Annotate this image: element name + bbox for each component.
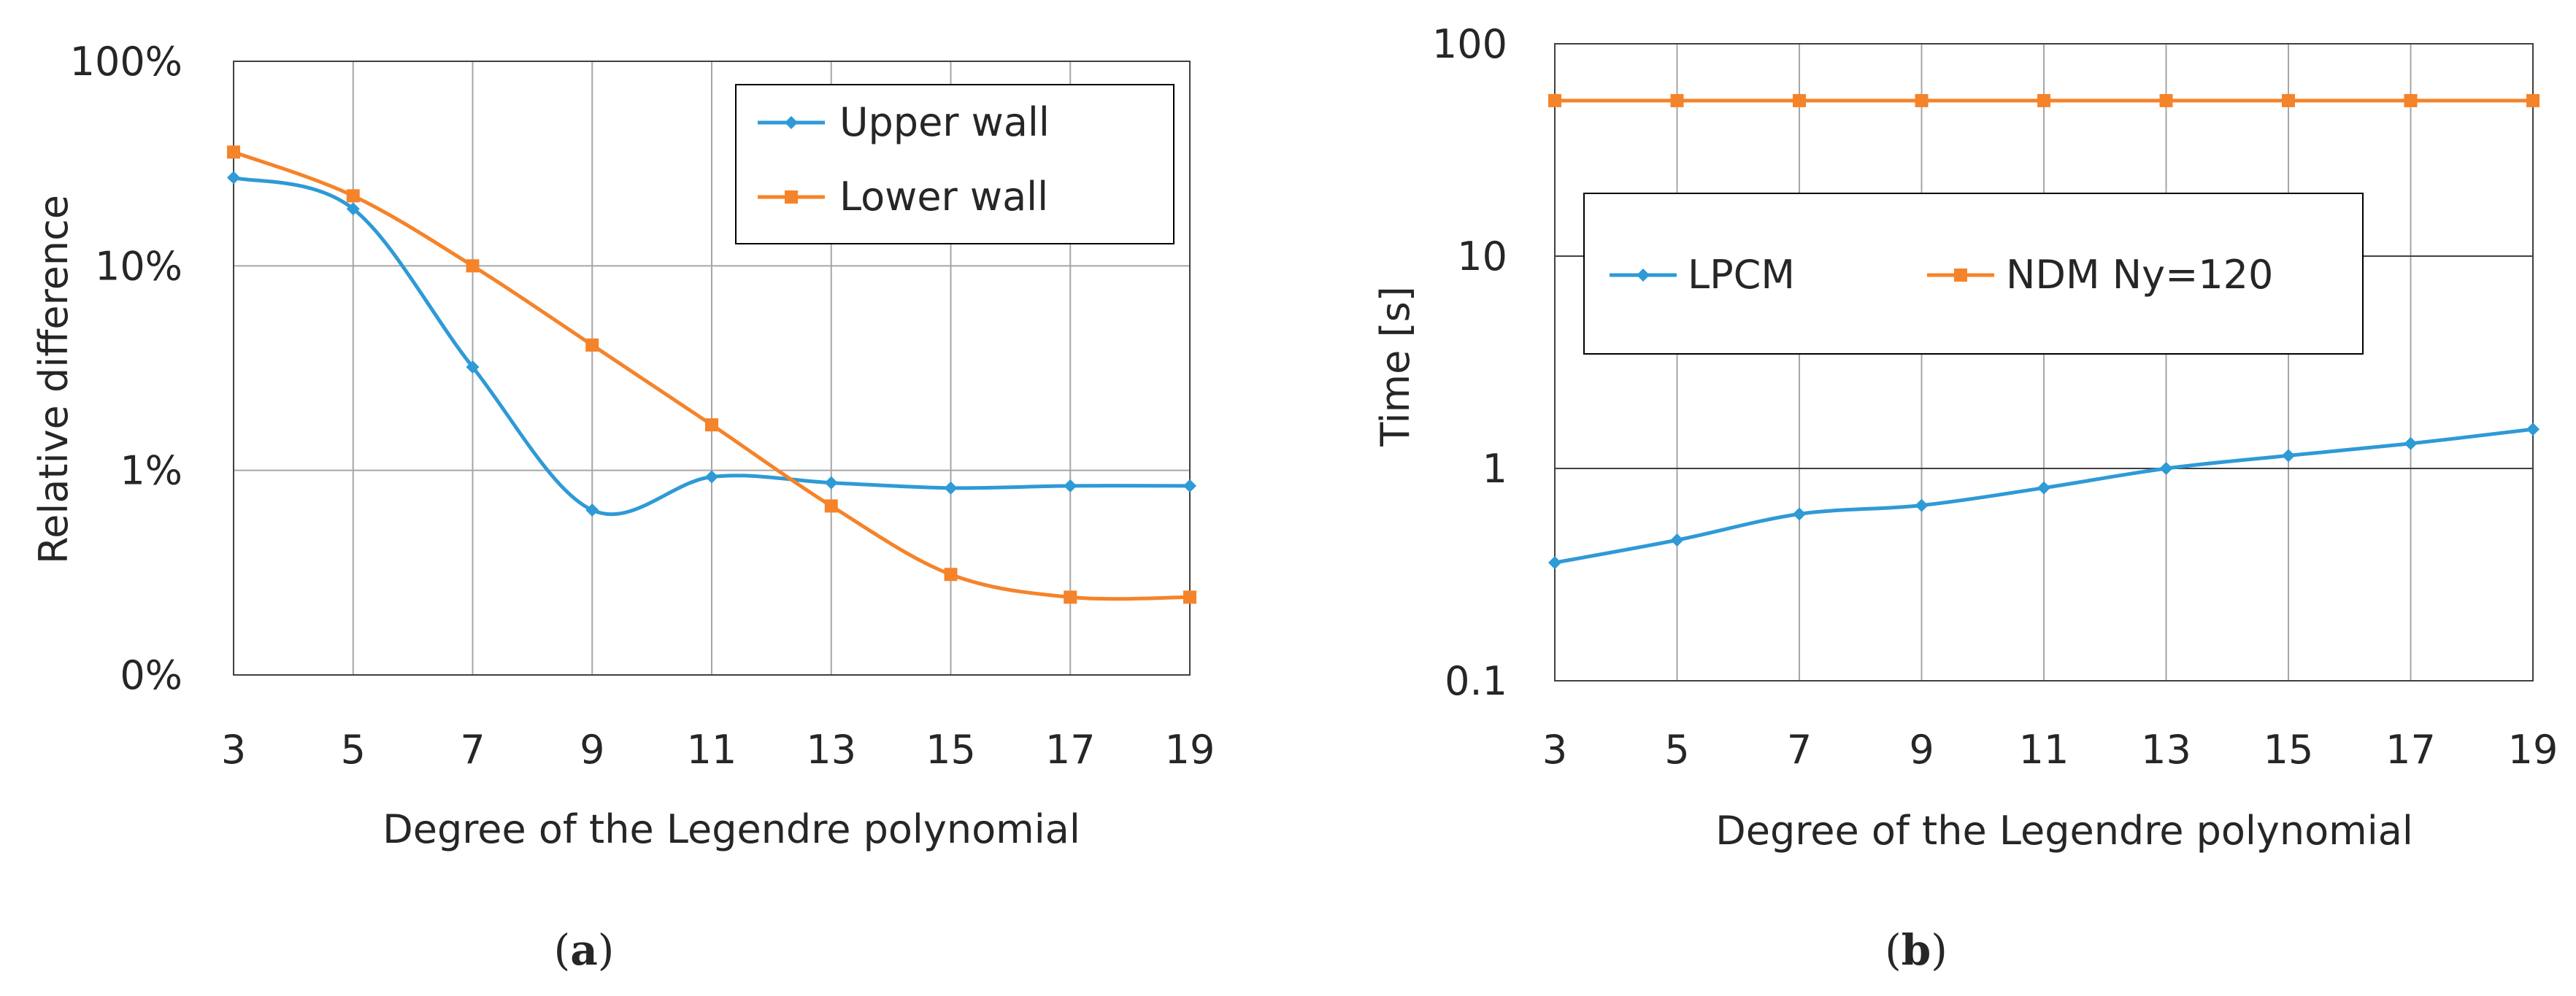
- chart-a-y-axis-title: Relative difference: [31, 195, 77, 564]
- a-y-tick-0: 100%: [70, 39, 182, 85]
- chart-a-legend-marker-lower-wall: [785, 190, 798, 204]
- b-x-tick-7: 7: [1787, 727, 1812, 773]
- chart-a-legend-label-lower-wall: Lower wall: [839, 174, 1048, 220]
- a-plot-frame: [233, 61, 1191, 676]
- b-x-tick-5: 5: [1664, 727, 1689, 773]
- b-point-s0-x15: [2282, 449, 2295, 463]
- b-x-tick-9: 9: [1909, 727, 1934, 773]
- a-x-tick-7: 7: [460, 727, 485, 773]
- a-point-s1-x13: [824, 499, 838, 513]
- b-point-s1-x11: [2037, 93, 2050, 107]
- a-point-s0-x3: [227, 171, 240, 185]
- chart-a: 3 5 7 9 11 13 15 17 19 100% 10% 1% 0% Relative diffe…: [31, 39, 1215, 975]
- a-point-s0-x17: [1064, 479, 1077, 493]
- b-point-s0-x7: [1793, 507, 1806, 521]
- chart-a-plot-area: [227, 145, 1196, 604]
- b-point-s0-x19: [2526, 422, 2540, 436]
- b-point-s0-x5: [1670, 533, 1684, 547]
- b-point-s0-x3: [1548, 556, 1561, 570]
- chart-b-y-axis-title: Time [s]: [1372, 286, 1418, 447]
- b-x-tick-13: 13: [2141, 727, 2191, 773]
- a-x-tick-15: 15: [926, 727, 976, 773]
- chart-a-caption-letter: a: [570, 925, 598, 975]
- a-y-tick-1: 10%: [95, 243, 182, 289]
- a-point-s1-x5: [346, 189, 360, 203]
- a-point-s0-x15: [944, 481, 958, 495]
- b-x-tick-3: 3: [1542, 727, 1567, 773]
- b-point-s0-x17: [2404, 436, 2418, 450]
- chart-b: 3 5 7 9 11 13 15 17 19 100 10 1 0.1 Time [s] Degree …: [1372, 21, 2558, 975]
- a-x-tick-9: 9: [580, 727, 604, 773]
- b-point-s1-x17: [2404, 93, 2418, 107]
- a-point-s0-x11: [705, 470, 718, 484]
- chart-b-legend: LPCM NDM Ny=120: [1583, 193, 2364, 355]
- chart-b-plot-area: [1548, 93, 2540, 570]
- chart-a-caption: (a): [554, 925, 615, 975]
- a-point-s1-x11: [705, 418, 718, 432]
- chart-b-caption: (b): [1885, 925, 1948, 975]
- b-point-s1-x15: [2282, 93, 2295, 107]
- chart-a-legend-marker-upper-wall: [785, 116, 798, 129]
- a-x-tick-13: 13: [806, 727, 856, 773]
- a-point-s0-x13: [824, 476, 838, 490]
- b-point-s1-x19: [2526, 93, 2540, 107]
- b-y-tick-2: 1: [1483, 446, 1507, 492]
- b-y-tick-0: 100: [1432, 21, 1507, 67]
- b-point-s1-x9: [1915, 93, 1929, 107]
- b-x-tick-11: 11: [2019, 727, 2069, 773]
- b-x-tick-15: 15: [2264, 727, 2314, 773]
- a-point-s1-x15: [944, 568, 958, 582]
- chart-b-legend-label-ndm: NDM Ny=120: [2006, 252, 2273, 298]
- a-y-tick-3: 0%: [120, 652, 182, 698]
- a-x-tick-5: 5: [341, 727, 366, 773]
- chart-b-ticks: 3 5 7 9 11 13 15 17 19 100 10 1 0.1: [1432, 21, 2558, 773]
- a-point-s0-x9: [585, 503, 599, 517]
- chart-b-x-axis-title: Degree of the Legendre polynomial: [1715, 808, 2413, 854]
- b-plot-frame: [1554, 43, 2534, 682]
- b-point-s1-x7: [1793, 93, 1806, 107]
- b-point-s1-x5: [1670, 93, 1684, 107]
- a-x-tick-19: 19: [1165, 727, 1215, 773]
- chart-a-x-axis-title: Degree of the Legendre polynomial: [382, 806, 1080, 852]
- a-y-tick-2: 1%: [120, 448, 182, 494]
- a-point-s1-x7: [466, 259, 480, 273]
- chart-a-legend: Upper wall Lower wall: [735, 84, 1174, 244]
- chart-b-legend-label-lpcm: LPCM: [1688, 252, 1795, 298]
- chart-b-legend-marker-lpcm: [1637, 269, 1650, 282]
- chart-a-ticks: 3 5 7 9 11 13 15 17 19 100% 10% 1% 0%: [70, 39, 1215, 773]
- a-point-s0-x5: [346, 202, 360, 216]
- b-point-s1-x3: [1548, 93, 1561, 107]
- chart-b-legend-marker-ndm: [1954, 269, 1967, 282]
- a-series-line-0: [233, 175, 1191, 517]
- chart-b-caption-letter: b: [1902, 925, 1931, 975]
- chart-a-legend-box: [735, 84, 1174, 244]
- a-point-s1-x19: [1183, 590, 1196, 604]
- chart-a-legend-label-upper-wall: Upper wall: [839, 99, 1050, 145]
- b-y-tick-1: 10: [1457, 233, 1507, 279]
- a-point-s0-x19: [1183, 479, 1196, 493]
- b-point-s1-x13: [2159, 93, 2173, 107]
- a-x-tick-3: 3: [221, 727, 246, 773]
- b-point-s0-x11: [2037, 481, 2050, 495]
- b-x-tick-19: 19: [2508, 727, 2558, 773]
- a-x-tick-17: 17: [1045, 727, 1096, 773]
- b-point-s0-x13: [2159, 462, 2173, 475]
- chart-b-grid: [1554, 43, 2534, 682]
- b-point-s0-x9: [1915, 498, 1929, 512]
- a-point-s0-x7: [466, 360, 480, 374]
- a-x-tick-11: 11: [687, 727, 737, 773]
- a-point-s1-x9: [585, 338, 599, 352]
- a-point-s1-x3: [227, 145, 240, 159]
- b-x-tick-17: 17: [2385, 727, 2436, 773]
- a-point-s1-x17: [1064, 590, 1077, 604]
- b-y-tick-3: 0.1: [1445, 658, 1507, 704]
